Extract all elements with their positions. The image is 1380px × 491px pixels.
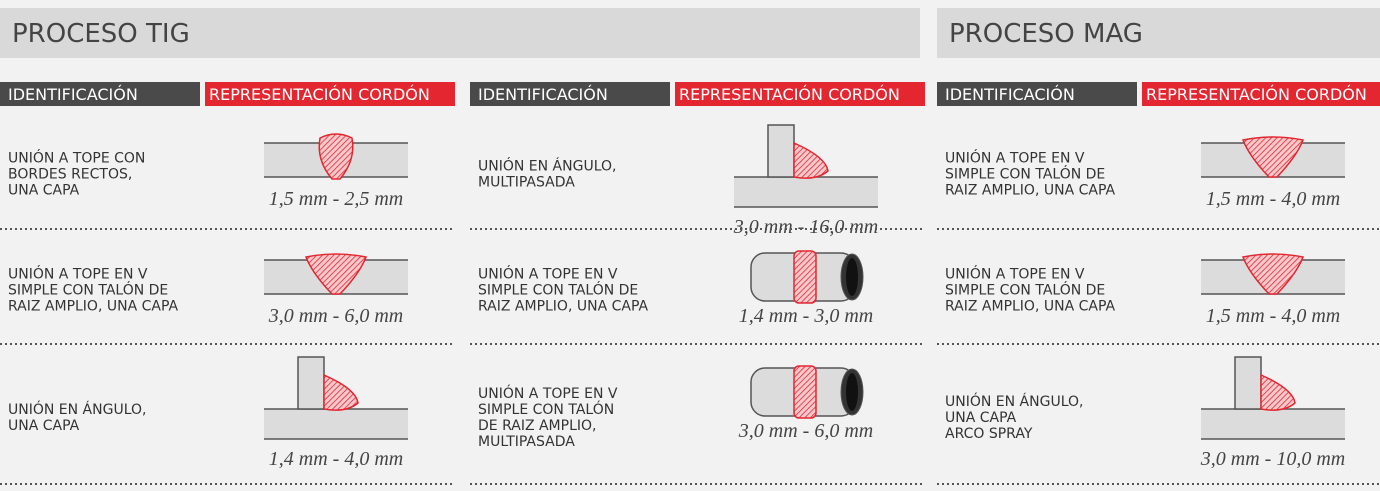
plate: [1201, 409, 1345, 439]
weld-bead: [1241, 136, 1305, 178]
row-label: MULTIPASADA: [478, 175, 575, 191]
row-label: MULTIPASADA: [478, 434, 575, 450]
row-label: SIMPLE CON TALÓN: [478, 400, 614, 418]
dimension: 3,0 mm - 16,0 mm: [733, 216, 878, 238]
identification-header: [0, 82, 200, 106]
dimension: 1,4 mm - 4,0 mm: [269, 448, 403, 470]
row-label: SIMPLE CON TALÓN DE: [8, 281, 168, 299]
row-label: SIMPLE CON TALÓN DE: [945, 165, 1105, 183]
identification-label: IDENTIFICACIÓN: [8, 85, 138, 104]
section-header: [0, 8, 920, 58]
weld-bead: [1260, 373, 1296, 411]
row-label: SIMPLE CON TALÓN DE: [478, 281, 638, 299]
row-label: UNIÓN A TOPE EN V: [945, 149, 1085, 167]
plate: [297, 356, 325, 410]
representation-label: REPRESENTACIÓN CORDÓN: [1146, 85, 1367, 104]
row-label: RAIZ AMPLIO, UNA CAPA: [478, 299, 649, 315]
weld-icon: [264, 253, 408, 295]
weld-icon: [750, 250, 864, 304]
dimension: 3,0 mm - 10,0 mm: [1200, 448, 1345, 470]
representation-label: REPRESENTACIÓN CORDÓN: [209, 85, 430, 104]
identification-header: [937, 82, 1137, 106]
dimension: 1,5 mm - 4,0 mm: [1206, 188, 1340, 210]
row-label: UNA CAPA: [945, 410, 1017, 426]
weld-icon: [264, 133, 408, 180]
section-title: PROCESO MAG: [949, 19, 1143, 49]
pipe-bore: [846, 258, 858, 296]
row-label: UNIÓN EN ÁNGULO,: [945, 392, 1083, 410]
row-label: UNA CAPA: [8, 418, 80, 434]
weld-icon: [750, 365, 864, 419]
row-label: UNIÓN A TOPE EN V: [945, 265, 1085, 283]
plate: [1234, 356, 1262, 410]
representation-label: REPRESENTACIÓN CORDÓN: [679, 85, 900, 104]
weld-bead: [318, 133, 354, 180]
row-label: UNIÓN A TOPE EN V: [478, 384, 618, 402]
weld-bead: [1241, 253, 1305, 295]
identification-label: IDENTIFICACIÓN: [478, 85, 608, 104]
dimension: 3,0 mm - 6,0 mm: [738, 420, 873, 442]
plate: [734, 177, 878, 207]
weld-bead: [793, 250, 817, 304]
row-label: UNIÓN A TOPE CON: [8, 149, 145, 167]
row-label: SIMPLE CON TALÓN DE: [945, 281, 1105, 299]
dimension: 3,0 mm - 6,0 mm: [268, 305, 403, 327]
section-header: [937, 8, 1380, 58]
dimension: 1,5 mm - 2,5 mm: [269, 188, 403, 210]
representation-header: [205, 82, 455, 106]
pipe-bore: [846, 373, 858, 411]
row-label: RAIZ AMPLIO, UNA CAPA: [8, 299, 179, 315]
weld-bead: [304, 253, 368, 295]
weld-icon: [734, 124, 878, 208]
weld-icon: [1201, 136, 1345, 178]
section-title: PROCESO TIG: [12, 19, 190, 49]
weld-icon: [1201, 253, 1345, 295]
dimension: 1,5 mm - 4,0 mm: [1206, 305, 1340, 327]
row-label: RAIZ AMPLIO, UNA CAPA: [945, 299, 1116, 315]
row-label: UNIÓN A TOPE EN V: [8, 265, 148, 283]
plate: [767, 124, 795, 178]
identification-header: [470, 82, 670, 106]
dimension: 1,4 mm - 3,0 mm: [739, 305, 873, 327]
representation-header: [1142, 82, 1380, 106]
weld-icon: [1201, 356, 1345, 440]
row-label: UNA CAPA: [8, 183, 80, 199]
row-label: UNIÓN EN ÁNGULO,: [8, 400, 146, 418]
row-label: RAIZ AMPLIO, UNA CAPA: [945, 183, 1116, 199]
row-label: UNIÓN EN ÁNGULO,: [478, 157, 616, 175]
row-label: UNIÓN A TOPE EN V: [478, 265, 618, 283]
weld-icon: [264, 356, 408, 440]
weld-bead: [793, 365, 817, 419]
identification-label: IDENTIFICACIÓN: [945, 85, 1075, 104]
row-label: ARCO SPRAY: [945, 426, 1033, 442]
weld-bead: [323, 373, 359, 411]
weld-bead: [793, 141, 829, 179]
row-label: BORDES RECTOS,: [8, 167, 132, 183]
row-label: DE RAIZ AMPLIO,: [478, 418, 596, 434]
plate: [264, 409, 408, 439]
representation-header: [675, 82, 925, 106]
